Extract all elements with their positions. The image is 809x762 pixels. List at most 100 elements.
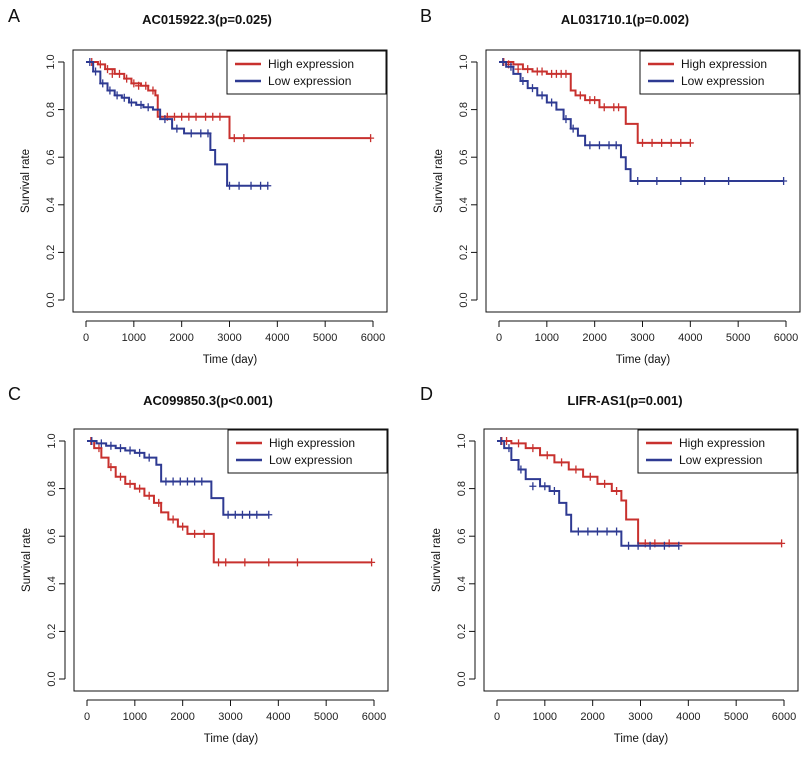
x-axis-label: Time (day): [204, 733, 259, 745]
censor-mark: [591, 96, 599, 105]
legend-box: [226, 50, 387, 95]
censor-mark: [574, 527, 582, 536]
x-tick-label: 0: [84, 711, 90, 723]
y-tick-label: 1.0: [46, 433, 58, 448]
censor-mark: [576, 91, 584, 100]
censor-mark: [187, 129, 195, 138]
censor-mark: [593, 527, 601, 536]
y-tick-label: 1.0: [458, 54, 470, 69]
plot-frame: [485, 49, 801, 313]
censor-mark: [88, 437, 96, 445]
censor-mark: [653, 177, 661, 185]
panel-letter: B: [420, 6, 432, 26]
censor-mark: [514, 65, 522, 74]
y-tick-label: 0.4: [456, 576, 468, 591]
censor-mark: [562, 115, 570, 124]
y-axis-label: Survival rate: [431, 528, 443, 592]
censor-mark: [257, 181, 265, 190]
censor-mark: [115, 69, 123, 78]
censor-mark: [202, 112, 210, 121]
censor-mark: [677, 138, 685, 147]
x-tick-label: 3000: [630, 332, 654, 344]
censor-mark: [204, 129, 212, 138]
x-tick-label: 5000: [724, 711, 748, 723]
censor-mark: [725, 177, 733, 185]
y-tick-label: 0.4: [46, 576, 58, 591]
censor-mark: [265, 510, 273, 519]
censor-mark: [253, 510, 261, 519]
censor-mark: [507, 62, 515, 71]
censor-mark: [529, 482, 537, 491]
y-tick-label: 1.0: [456, 433, 468, 448]
x-tick-label: 1000: [123, 711, 147, 723]
y-tick-label: 0.4: [458, 197, 470, 212]
censor-mark: [173, 124, 181, 133]
x-tick-label: 3000: [217, 332, 241, 344]
censor-mark: [519, 77, 527, 86]
y-tick-label: 0.2: [456, 624, 468, 639]
censor-mark: [183, 477, 191, 486]
y-tick-label: 0.8: [458, 102, 470, 117]
y-tick-label: 0.0: [46, 671, 58, 686]
censor-mark: [499, 58, 507, 66]
censor-mark: [149, 86, 157, 95]
x-tick-label: 4000: [678, 332, 702, 344]
censor-mark: [179, 522, 187, 531]
x-axis-label: Time (day): [616, 354, 671, 366]
x-tick-label: 4000: [266, 711, 290, 723]
x-tick-label: 5000: [726, 332, 750, 344]
censor-mark: [658, 138, 666, 147]
y-tick-label: 1.0: [45, 54, 57, 69]
x-tick-label: 2000: [582, 332, 606, 344]
censor-mark: [639, 138, 646, 147]
censor-mark: [603, 527, 611, 536]
censor-mark: [144, 103, 152, 112]
censor-mark: [605, 141, 613, 150]
censor-mark: [95, 444, 103, 453]
censor-mark: [529, 444, 537, 453]
censor-mark: [497, 437, 505, 445]
censor-mark: [92, 67, 100, 76]
censor-mark: [625, 541, 633, 550]
x-tick-label: 6000: [772, 711, 796, 723]
censor-mark: [615, 103, 623, 112]
censor-mark: [116, 444, 124, 453]
y-tick-label: 0.8: [45, 102, 57, 117]
censor-mark: [170, 112, 178, 121]
x-tick-label: 2000: [580, 711, 604, 723]
censor-mark: [586, 141, 594, 150]
y-tick-label: 0.6: [46, 529, 58, 544]
censor-mark: [130, 79, 138, 88]
censor-mark: [701, 177, 709, 185]
censor-mark: [613, 527, 621, 536]
panel-letter: C: [8, 384, 21, 404]
y-tick-label: 0.6: [458, 150, 470, 165]
censor-mark: [541, 482, 549, 491]
censor-mark: [191, 477, 199, 486]
plot-frame: [73, 428, 389, 692]
panel-b: B AL031710.1(p=0.002) 0 1000 2000 3000 4000 500…: [420, 6, 801, 366]
censor-mark: [780, 177, 788, 185]
censor-mark: [108, 69, 116, 78]
x-tick-label: 1000: [122, 332, 146, 344]
censor-mark: [550, 486, 558, 495]
censor-mark: [145, 491, 153, 500]
censor-mark: [572, 465, 580, 474]
censor-mark: [265, 558, 273, 567]
km-curve-low-expression: [86, 61, 268, 187]
censor-mark: [97, 439, 105, 448]
censor-mark: [646, 541, 654, 550]
km-curve-low-expression: [87, 440, 269, 516]
y-tick-label: 0.6: [456, 529, 468, 544]
legend-label-low-expression: Low expression: [679, 453, 762, 467]
censor-mark: [240, 134, 248, 143]
km-curve-high-expression: [497, 440, 782, 545]
y-axis-label: Survival rate: [21, 528, 33, 592]
plot-frame: [72, 49, 388, 313]
censor-mark: [155, 498, 163, 507]
panel-letter: A: [8, 6, 20, 26]
censor-mark: [135, 81, 143, 90]
censor-mark: [120, 93, 128, 102]
censor-mark: [116, 472, 124, 481]
x-tick-label: 6000: [774, 332, 798, 344]
